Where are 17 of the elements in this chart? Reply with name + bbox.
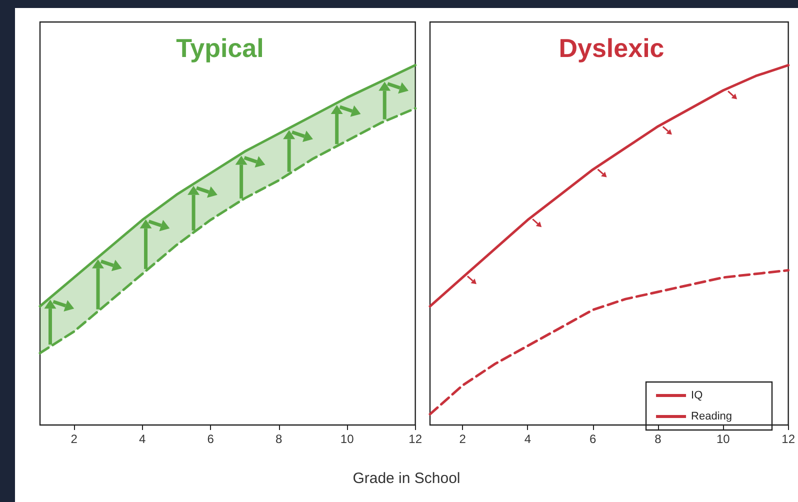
chart-title: Typical xyxy=(176,33,264,63)
x-tick-label: 12 xyxy=(782,432,796,446)
x-tick-label: 4 xyxy=(139,432,146,446)
x-tick-label: 6 xyxy=(207,432,214,446)
x-tick-label: 2 xyxy=(459,432,466,446)
x-tick-label: 8 xyxy=(654,432,662,446)
legend-label: IQ xyxy=(691,390,704,402)
chart-title: Dyslexic xyxy=(558,33,664,63)
legend-label: Reading xyxy=(691,410,732,422)
x-tick-label: 2 xyxy=(70,432,78,446)
x-tick-label: 10 xyxy=(716,432,730,446)
x-tick-label: 10 xyxy=(340,432,354,446)
x-tick-label: 12 xyxy=(408,432,422,446)
x-axis-title: Grade in School xyxy=(352,470,462,487)
x-tick-label: 6 xyxy=(590,432,597,446)
x-tick-label: 8 xyxy=(276,432,282,446)
x-tick-label: 4 xyxy=(524,432,532,446)
